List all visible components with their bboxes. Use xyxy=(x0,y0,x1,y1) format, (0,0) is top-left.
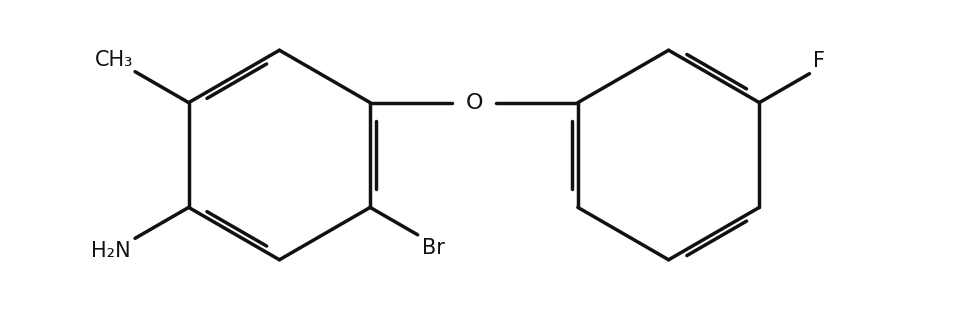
Text: CH₃: CH₃ xyxy=(95,50,133,70)
Text: H₂N: H₂N xyxy=(91,241,131,261)
Text: F: F xyxy=(813,51,826,71)
Text: O: O xyxy=(466,93,483,113)
Text: Br: Br xyxy=(422,238,445,258)
